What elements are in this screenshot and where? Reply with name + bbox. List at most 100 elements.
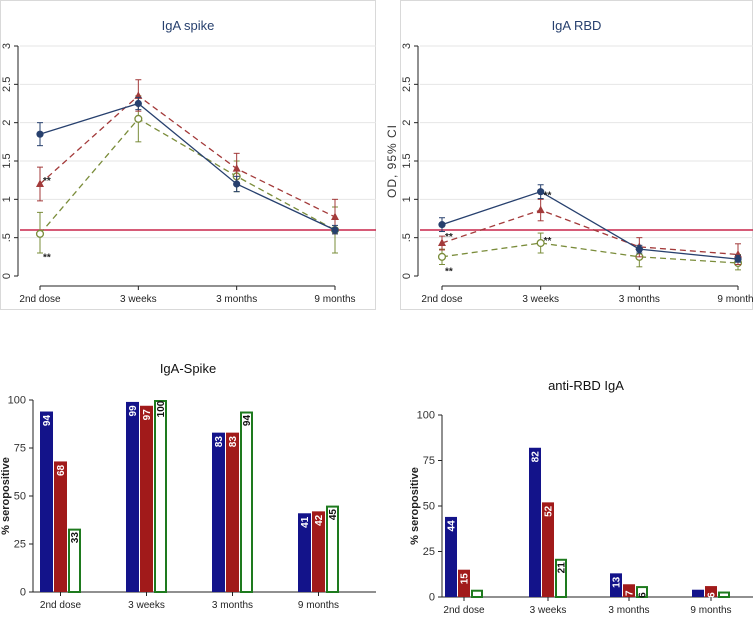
y-axis-label: OD, 95% CI — [385, 124, 399, 198]
x-tick-label-3-months: 3 months — [619, 294, 660, 305]
y-tick-label: 2.5 — [1, 77, 13, 92]
point-blue — [537, 188, 545, 196]
panel-frame — [0, 0, 376, 310]
bar-value-label: 42 — [314, 514, 325, 526]
chart-title: IgA-Spike — [160, 361, 216, 376]
x-tick-label-2nd-dose: 2nd dose — [40, 600, 82, 611]
point-red — [36, 179, 44, 187]
bar-value-label: 41 — [300, 516, 311, 528]
bar-value-label: 82 — [531, 451, 542, 463]
bar-value-label: 99 — [128, 405, 139, 417]
bar-value-label: 7 — [625, 590, 636, 596]
bar-green-3-months — [636, 586, 648, 599]
y-tick-label: 2 — [1, 120, 13, 126]
significance-marker: ** — [544, 191, 552, 202]
chart-title: IgA spike — [162, 18, 215, 33]
series-line-blue — [441, 190, 739, 260]
y-tick-label: 50 — [14, 491, 26, 503]
bar-value-label: 52 — [544, 505, 555, 517]
bar-red-3-weeks — [542, 502, 554, 597]
x-tick-label-9-months: 9 months — [298, 600, 339, 611]
bar-blue-2nd-dose — [40, 411, 53, 592]
y-tick-label: 0 — [429, 592, 435, 604]
bar-value-label: 33 — [70, 532, 81, 544]
point-green — [536, 238, 545, 248]
x-tick-label-3-weeks: 3 weeks — [120, 294, 157, 305]
bar-blue-2nd-dose — [445, 516, 457, 597]
x-tick-label-9-months: 9 months — [690, 605, 731, 616]
point-red — [438, 238, 446, 247]
series-line-red — [39, 94, 336, 218]
bar-value-label: 45 — [328, 509, 339, 521]
y-tick-label: .5 — [401, 233, 413, 242]
point-blue — [134, 99, 142, 108]
y-tick-label: 75 — [14, 443, 26, 455]
x-tick-label-3-weeks: 3 weeks — [522, 294, 559, 305]
point-blue — [734, 255, 742, 263]
bar-value-label: 6 — [638, 592, 649, 598]
point-green — [134, 114, 143, 123]
bar-blue-3-months — [212, 432, 225, 592]
bar-value-label: 94 — [242, 415, 253, 427]
y-tick-label: 0 — [401, 273, 413, 279]
y-tick-label: 75 — [423, 455, 435, 467]
point-green — [35, 229, 45, 238]
y-tick-label: 25 — [423, 546, 435, 558]
series-line-red — [441, 209, 739, 256]
point-blue — [233, 180, 241, 188]
y-tick-label: 1 — [401, 196, 413, 202]
bar-value-label: 100 — [156, 400, 167, 417]
significance-marker: ** — [43, 176, 51, 187]
bar-green-2nd-dose — [68, 528, 81, 593]
bar-value-label: 13 — [612, 576, 623, 588]
bar-blue-3-weeks — [126, 401, 139, 592]
point-blue — [635, 245, 643, 253]
point-red — [536, 205, 545, 214]
x-tick-label-3-weeks: 3 weeks — [530, 605, 567, 616]
bar-value-label: 97 — [142, 409, 153, 421]
y-tick-label: 1 — [1, 196, 13, 202]
x-tick-label-3-months: 3 months — [216, 294, 257, 305]
x-tick-label-2nd-dose: 2nd dose — [443, 605, 485, 616]
y-tick-label: 1.5 — [1, 153, 13, 168]
bar-value-label: 68 — [56, 464, 67, 476]
bar-value-label: 15 — [460, 573, 471, 585]
x-tick-label-9-months: 9 months — [314, 294, 355, 305]
y-axis-label: % seropositive — [0, 457, 12, 535]
significance-marker: ** — [43, 253, 51, 264]
bar-value-label: 44 — [447, 520, 458, 532]
series-line-green — [441, 242, 739, 264]
y-tick-label: 3 — [401, 43, 413, 49]
point-blue — [438, 221, 446, 229]
y-tick-label: 2.5 — [401, 77, 413, 92]
y-tick-label: 50 — [423, 501, 435, 513]
y-tick-label: 0 — [20, 587, 26, 599]
bar-value-label: 83 — [214, 436, 225, 448]
y-tick-label: 2 — [401, 120, 413, 126]
significance-marker: ** — [445, 232, 453, 243]
y-tick-label: 3 — [1, 43, 13, 49]
x-tick-label-3-months: 3 months — [608, 605, 649, 616]
bar-value-label: 83 — [228, 436, 239, 448]
x-tick-label-2nd-dose: 2nd dose — [421, 294, 463, 305]
chart-title: IgA RBD — [552, 18, 602, 33]
y-tick-label: 1.5 — [401, 153, 413, 168]
y-tick-label: 0 — [1, 273, 13, 279]
bar-green-3-months — [240, 411, 253, 593]
y-tick-label: .5 — [1, 233, 13, 242]
bar-red-3-weeks — [140, 405, 153, 592]
bar-blue-9-months — [692, 589, 704, 597]
series-line-green — [39, 117, 336, 235]
bar-value-label: 94 — [42, 415, 53, 427]
significance-marker: ** — [445, 266, 453, 277]
significance-marker: ** — [544, 236, 552, 247]
y-axis-label: % seropositive — [409, 467, 421, 545]
bar-blue-3-months — [610, 573, 622, 597]
point-red — [232, 164, 241, 172]
chart-title: anti-RBD IgA — [548, 378, 624, 393]
anti-rbd-iga-bar-chart: anti-RBD IgA % seropositive 0 25 50 75 100 44 15… — [390, 372, 753, 624]
point-blue — [36, 130, 44, 138]
bar-green-9-months — [326, 505, 339, 594]
y-tick-label: 25 — [14, 539, 26, 551]
